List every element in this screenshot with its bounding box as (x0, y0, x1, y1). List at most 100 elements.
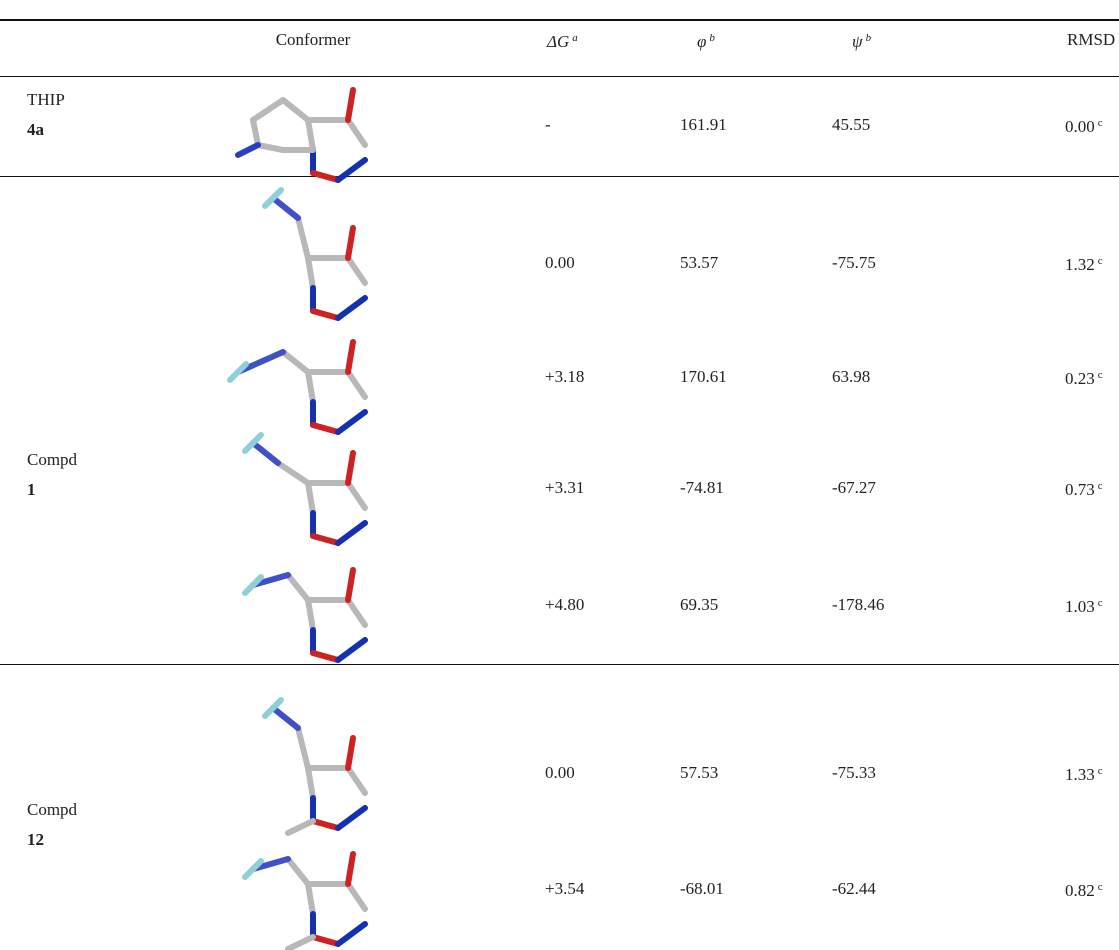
phi-text: 161.91 (680, 115, 727, 134)
footnote-mark: c (1098, 597, 1103, 609)
delta-g-text: +3.54 (545, 879, 584, 898)
bond (348, 854, 353, 884)
phi-text: 69.35 (680, 595, 718, 614)
bond (308, 600, 313, 630)
bond (308, 372, 313, 402)
bond (308, 600, 365, 625)
phi-text: -74.81 (680, 478, 724, 497)
bond (288, 859, 308, 884)
bond (338, 640, 365, 660)
bond (298, 218, 308, 258)
bond (313, 173, 338, 180)
phi-text: 57.53 (680, 763, 718, 782)
phi: -68.01 (680, 879, 724, 899)
bond (348, 90, 353, 120)
bond (348, 342, 353, 372)
bond (313, 821, 338, 828)
bond (348, 570, 353, 600)
bond (308, 258, 313, 288)
psi-text: -67.27 (832, 478, 876, 497)
bond (308, 483, 365, 508)
bond (298, 728, 308, 768)
delta-g: - (545, 115, 551, 135)
bond (338, 924, 365, 944)
bond (313, 425, 338, 432)
phi: 53.57 (680, 253, 718, 273)
column-header: RMSD (1067, 30, 1115, 50)
bond (308, 884, 365, 909)
phi: 161.91 (680, 115, 727, 135)
delta-g: 0.00 (545, 253, 575, 273)
bond (308, 768, 313, 798)
group-id-text: 1 (27, 480, 36, 499)
delta-g: +3.31 (545, 478, 584, 498)
bond (238, 145, 258, 155)
group-name: THIP (27, 90, 65, 110)
delta-g: +3.54 (545, 879, 584, 899)
footnote-mark: c (1098, 255, 1103, 267)
psi: -75.33 (832, 763, 876, 783)
group-id: 12 (27, 830, 44, 850)
footnote-mark: c (1098, 765, 1103, 777)
bond (313, 937, 338, 944)
bond (253, 100, 313, 150)
column-header-text: φ (697, 32, 706, 51)
delta-g: +4.80 (545, 595, 584, 615)
bond (308, 120, 313, 150)
delta-g: 0.00 (545, 763, 575, 783)
delta-g-text: +3.18 (545, 367, 584, 386)
psi: -178.46 (832, 595, 884, 615)
page: ConformerΔGaφbψbRMSDTHIP4a-161.9145.550.… (0, 0, 1119, 950)
delta-g-text: +4.80 (545, 595, 584, 614)
phi: -74.81 (680, 478, 724, 498)
bond (313, 311, 338, 318)
bond (348, 738, 353, 768)
column-header: ΔGa (547, 28, 578, 52)
rmsd: 1.32c (1065, 251, 1103, 275)
delta-g-text: +3.31 (545, 478, 584, 497)
group-id: 1 (27, 480, 36, 500)
group-id: 4a (27, 120, 44, 140)
column-header-text: ψ (852, 32, 863, 51)
bond (338, 808, 365, 828)
rmsd-text: 0.82 (1065, 881, 1095, 900)
structures (0, 0, 1119, 950)
group-name: Compd (27, 800, 77, 820)
bond (313, 653, 338, 660)
column-header: ψb (852, 28, 871, 52)
phi-text: 53.57 (680, 253, 718, 272)
group-name-text: Compd (27, 450, 77, 469)
footnote-mark: c (1098, 117, 1103, 129)
psi: 63.98 (832, 367, 870, 387)
bond (338, 298, 365, 318)
rmsd-text: 0.73 (1065, 480, 1095, 499)
phi-text: 170.61 (680, 367, 727, 386)
footnote-mark: c (1098, 881, 1103, 893)
bond (278, 463, 308, 483)
delta-g-text: - (545, 115, 551, 134)
bond (283, 352, 308, 372)
bond (348, 228, 353, 258)
bond (288, 821, 313, 833)
psi: -75.75 (832, 253, 876, 273)
footnote-mark: a (572, 32, 578, 44)
bond (253, 443, 278, 463)
bond (308, 483, 313, 513)
phi-text: -68.01 (680, 879, 724, 898)
bond (308, 884, 313, 914)
rmsd-text: 0.00 (1065, 117, 1095, 136)
bond (273, 198, 298, 218)
column-header: Conformer (276, 30, 351, 50)
group-id-text: 4a (27, 120, 44, 139)
rmsd-text: 1.33 (1065, 765, 1095, 784)
group-name-text: Compd (27, 800, 77, 819)
psi-text: -178.46 (832, 595, 884, 614)
phi: 170.61 (680, 367, 727, 387)
bond (308, 258, 365, 283)
group-id-text: 12 (27, 830, 44, 849)
psi-text: -75.75 (832, 253, 876, 272)
delta-g-text: 0.00 (545, 253, 575, 272)
